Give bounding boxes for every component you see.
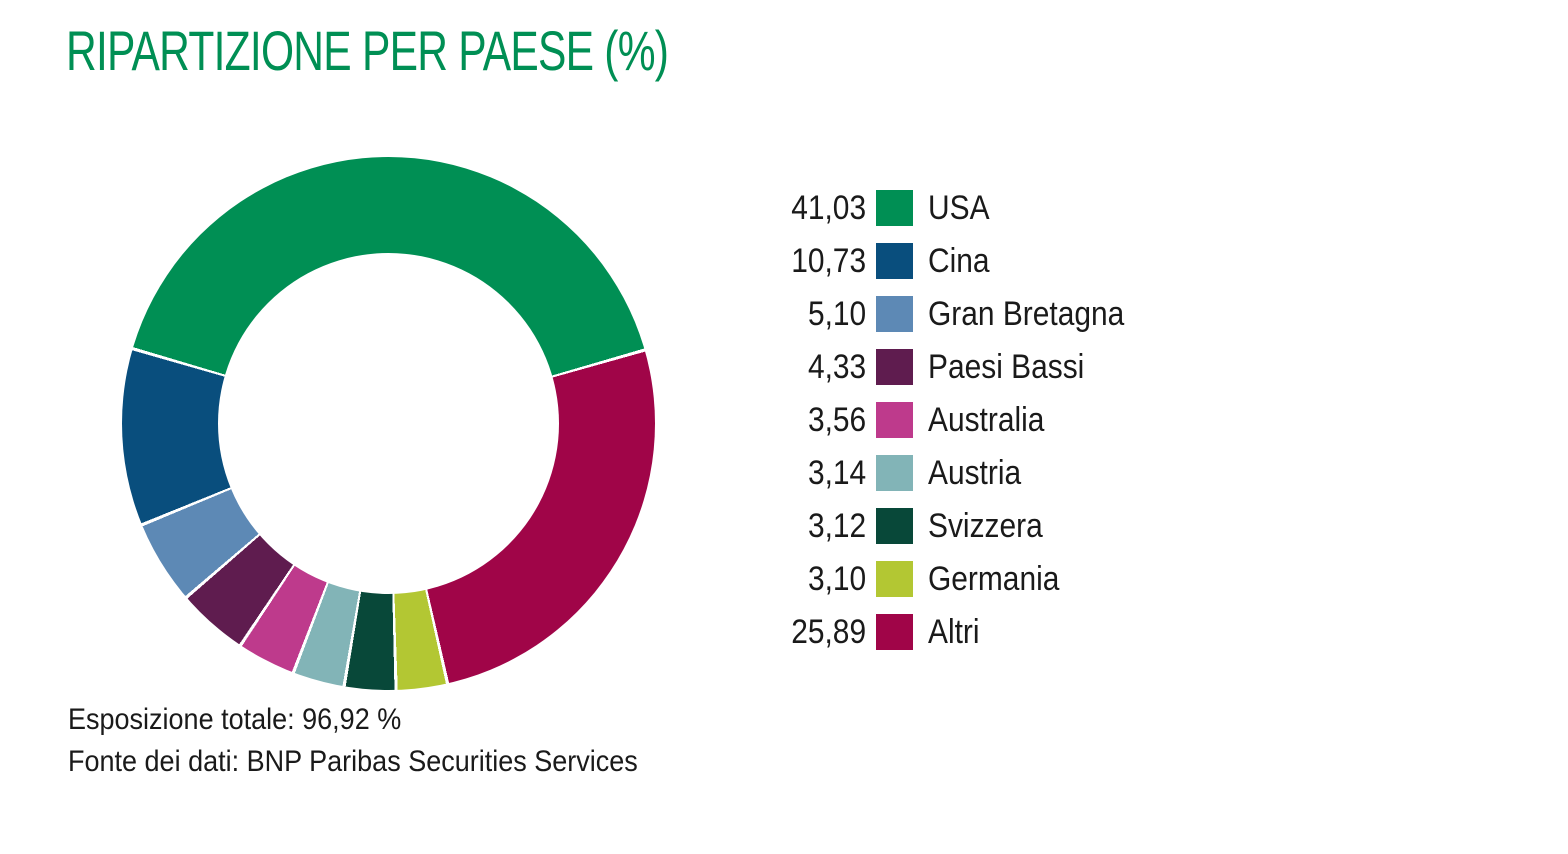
legend-label: Germania bbox=[928, 560, 1060, 598]
legend-row: 3,14 Austria bbox=[774, 455, 1151, 491]
footer: Esposizione totale: 96,92 % Fonte dei da… bbox=[68, 699, 701, 783]
legend-color-swatch bbox=[876, 243, 913, 279]
legend-label: Altri bbox=[928, 613, 980, 651]
chart-legend: 41,03 USA 10,73 Cina 5,10 Gran Bretagna … bbox=[774, 190, 1151, 650]
legend-value: 3,56 bbox=[807, 401, 866, 439]
legend-label: Cina bbox=[928, 242, 990, 280]
donut-hole bbox=[217, 252, 560, 595]
legend-value: 3,10 bbox=[807, 560, 866, 598]
legend-row: 4,33 Paesi Bassi bbox=[774, 349, 1151, 385]
legend-row: 3,56 Australia bbox=[774, 402, 1151, 438]
legend-value: 3,12 bbox=[807, 507, 866, 545]
data-source-text: Fonte dei dati: BNP Paribas Securities S… bbox=[68, 745, 638, 778]
legend-row: 25,89 Altri bbox=[774, 614, 1151, 650]
donut-chart bbox=[122, 157, 655, 690]
chart-title: RIPARTIZIONE PER PAESE (%) bbox=[66, 19, 669, 82]
legend-value: 25,89 bbox=[791, 613, 866, 651]
legend-value: 41,03 bbox=[791, 189, 866, 227]
legend-row: 3,12 Svizzera bbox=[774, 508, 1151, 544]
legend-color-swatch bbox=[876, 614, 913, 650]
legend-color-swatch bbox=[876, 296, 913, 332]
legend-color-swatch bbox=[876, 190, 913, 226]
legend-label: Australia bbox=[928, 401, 1045, 439]
legend-color-swatch bbox=[876, 508, 913, 544]
legend-value: 4,33 bbox=[807, 348, 866, 386]
legend-label: Svizzera bbox=[928, 507, 1043, 545]
legend-value: 5,10 bbox=[807, 295, 866, 333]
legend-row: 5,10 Gran Bretagna bbox=[774, 296, 1151, 332]
legend-row: 41,03 USA bbox=[774, 190, 1151, 226]
legend-color-swatch bbox=[876, 402, 913, 438]
legend-label: Paesi Bassi bbox=[928, 348, 1085, 386]
legend-label: Gran Bretagna bbox=[928, 295, 1125, 333]
legend-label: Austria bbox=[928, 454, 1022, 492]
legend-color-swatch bbox=[876, 349, 913, 385]
legend-row: 10,73 Cina bbox=[774, 243, 1151, 279]
legend-color-swatch bbox=[876, 455, 913, 491]
exposure-total-text: Esposizione totale: 96,92 % bbox=[68, 703, 402, 736]
legend-value: 3,14 bbox=[807, 454, 866, 492]
legend-value: 10,73 bbox=[791, 242, 866, 280]
legend-row: 3,10 Germania bbox=[774, 561, 1151, 597]
legend-label: USA bbox=[928, 189, 990, 227]
legend-color-swatch bbox=[876, 561, 913, 597]
